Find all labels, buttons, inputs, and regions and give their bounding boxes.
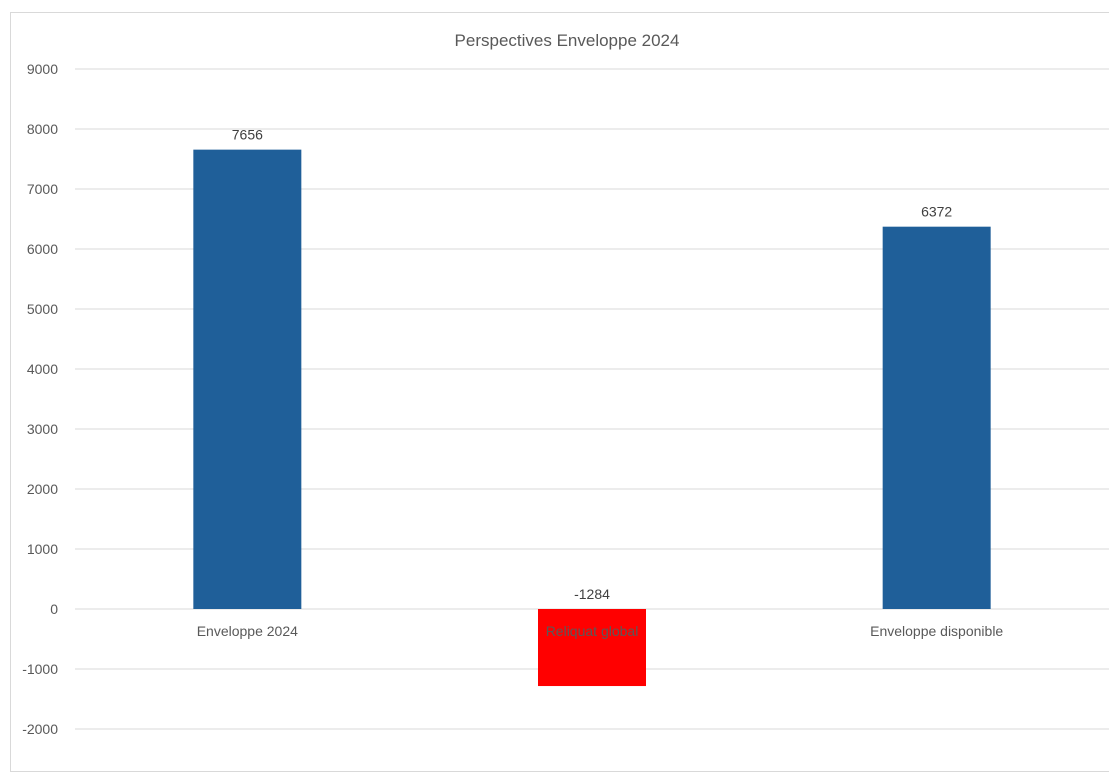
- y-axis-ticks: 9000 8000 7000 6000 5000 4000 3000 2000 1000 0 -10…: [22, 61, 58, 737]
- y-tick-label: 2000: [27, 481, 58, 497]
- y-tick-label: 7000: [27, 181, 58, 197]
- y-tick-label: 1000: [27, 541, 58, 557]
- y-tick-label: -1000: [22, 661, 58, 677]
- data-labels: 7656 -1284 6372: [232, 127, 953, 602]
- bars: [193, 149, 991, 687]
- bar-enveloppe-disponible: [882, 226, 991, 609]
- y-tick-label: 6000: [27, 241, 58, 257]
- y-tick-label: 3000: [27, 421, 58, 437]
- data-label: -1284: [574, 586, 610, 602]
- y-tick-label: 0: [50, 601, 58, 617]
- bar-enveloppe-2024: [193, 149, 302, 609]
- category-label: Enveloppe disponible: [870, 623, 1003, 639]
- category-label: Reliquat global: [546, 623, 639, 639]
- y-tick-label: 4000: [27, 361, 58, 377]
- category-label: Enveloppe 2024: [197, 623, 298, 639]
- data-label: 7656: [232, 127, 263, 143]
- y-tick-label: -2000: [22, 721, 58, 737]
- y-tick-label: 9000: [27, 61, 58, 77]
- y-tick-label: 5000: [27, 301, 58, 317]
- bar-reliquat-global: [538, 609, 646, 687]
- category-labels: Enveloppe 2024 Reliquat global Enveloppe d…: [197, 623, 1004, 639]
- bar-chart: Perspectives Enveloppe 2024 9000 8000 7000…: [22, 31, 1109, 737]
- chart-title: Perspectives Enveloppe 2024: [455, 31, 680, 50]
- y-tick-label: 8000: [27, 121, 58, 137]
- data-label: 6372: [921, 204, 952, 220]
